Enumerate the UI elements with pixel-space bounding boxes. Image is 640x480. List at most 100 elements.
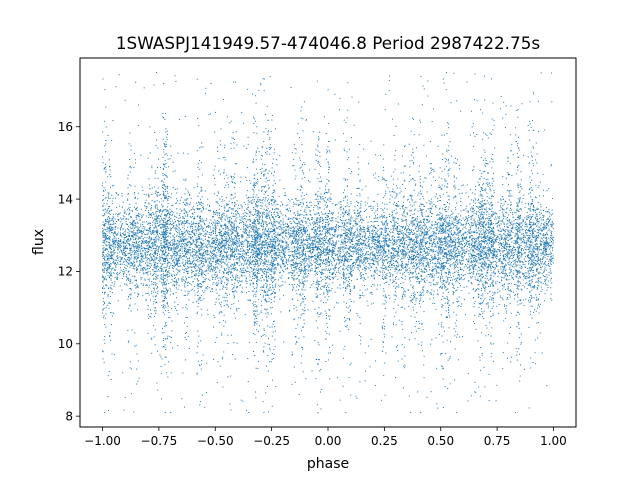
data-point	[142, 295, 144, 297]
data-point	[452, 263, 454, 265]
data-point	[223, 205, 225, 207]
data-point	[147, 248, 149, 250]
data-point	[482, 248, 484, 250]
data-point	[512, 226, 514, 228]
data-point	[487, 248, 489, 250]
data-point	[215, 232, 217, 234]
data-point	[442, 255, 444, 257]
data-point	[494, 239, 496, 241]
data-point	[194, 294, 196, 296]
data-point	[270, 200, 272, 202]
data-point	[166, 258, 168, 260]
data-point	[468, 231, 470, 233]
data-point	[469, 272, 471, 274]
data-point	[482, 217, 484, 219]
data-point	[264, 264, 266, 266]
data-point	[280, 258, 282, 260]
data-point	[259, 235, 261, 237]
data-point	[409, 243, 411, 245]
data-point	[405, 216, 407, 218]
data-point	[397, 205, 399, 207]
data-point	[130, 235, 132, 237]
data-point	[310, 257, 312, 259]
data-point	[415, 201, 417, 203]
data-point	[548, 211, 550, 213]
data-point	[305, 239, 307, 241]
data-point	[215, 225, 217, 227]
data-point	[432, 269, 434, 271]
data-point	[275, 267, 277, 269]
data-point	[228, 235, 230, 237]
data-point	[191, 237, 193, 239]
data-point	[198, 250, 200, 252]
data-point	[132, 236, 134, 238]
data-point	[402, 249, 404, 251]
data-point	[242, 287, 244, 289]
data-point	[309, 247, 311, 249]
data-point	[495, 263, 497, 265]
data-point	[402, 250, 404, 252]
data-point	[231, 279, 233, 281]
data-point	[532, 232, 534, 234]
data-point	[451, 253, 453, 255]
data-point	[225, 252, 227, 254]
data-point	[399, 239, 401, 241]
data-point	[210, 259, 212, 261]
data-point	[142, 269, 144, 271]
data-point	[342, 249, 344, 251]
data-point	[461, 244, 463, 246]
data-point	[226, 278, 228, 280]
data-point	[347, 270, 349, 272]
data-point	[130, 294, 132, 296]
data-point	[498, 234, 500, 236]
data-point	[238, 242, 240, 244]
data-point	[369, 226, 371, 228]
data-point	[451, 223, 453, 225]
data-point	[506, 275, 508, 277]
data-point	[427, 237, 429, 239]
data-point	[382, 270, 384, 272]
data-point	[540, 266, 542, 268]
data-point	[249, 211, 251, 213]
data-point	[280, 229, 282, 231]
data-point	[528, 241, 530, 243]
data-point	[536, 249, 538, 251]
data-point	[171, 275, 173, 277]
data-point	[339, 226, 341, 227]
data-point	[226, 233, 228, 235]
data-point	[463, 237, 465, 239]
data-point	[244, 272, 246, 274]
data-point	[333, 260, 335, 262]
data-point	[471, 246, 473, 248]
data-point	[457, 222, 459, 224]
data-point	[280, 233, 282, 235]
data-point	[531, 251, 533, 253]
data-point	[351, 217, 353, 219]
data-point	[548, 244, 550, 246]
data-point	[373, 231, 375, 233]
data-point	[547, 243, 549, 245]
data-point	[258, 258, 260, 260]
data-point	[396, 212, 398, 214]
data-point	[157, 248, 159, 250]
data-point	[328, 210, 330, 212]
data-point	[227, 210, 229, 212]
data-point	[376, 220, 378, 222]
data-point	[478, 220, 480, 222]
data-point	[155, 236, 157, 238]
data-point	[311, 242, 313, 244]
data-point	[403, 238, 405, 240]
data-point	[399, 240, 401, 242]
data-point	[481, 225, 483, 227]
data-point	[110, 251, 112, 253]
data-point	[475, 222, 477, 224]
data-point	[456, 228, 458, 230]
data-point	[144, 229, 146, 231]
data-point	[240, 219, 242, 221]
data-point	[140, 256, 142, 258]
data-point	[514, 254, 516, 256]
data-point	[477, 280, 479, 282]
data-point	[355, 253, 357, 255]
data-point	[458, 219, 460, 221]
data-point	[174, 239, 176, 241]
